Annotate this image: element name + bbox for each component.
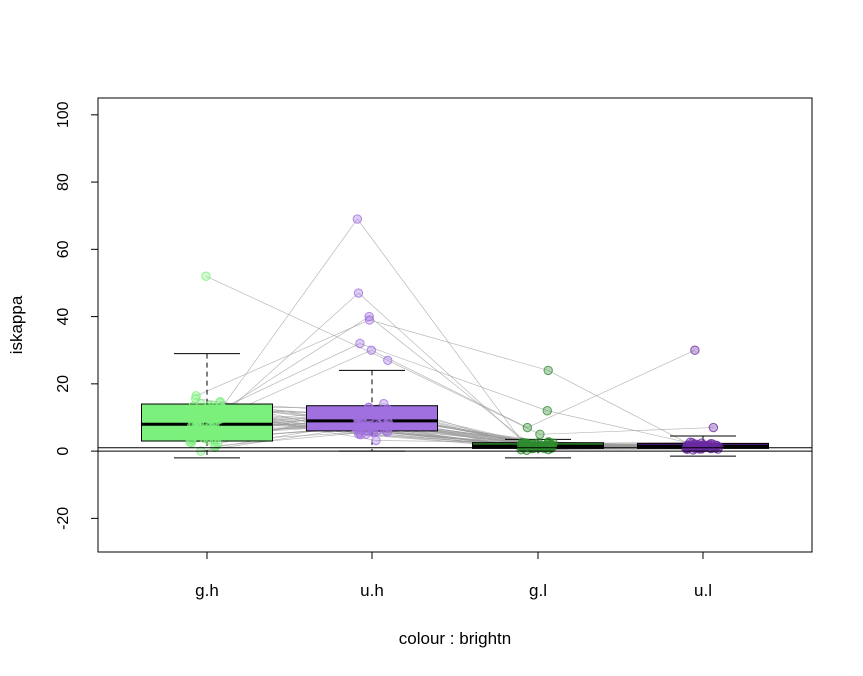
- y-tick-label: 40: [55, 308, 72, 326]
- data-point: [543, 365, 553, 376]
- data-point: [188, 420, 198, 431]
- data-point: [186, 438, 197, 448]
- data-point: [708, 422, 719, 433]
- data-point: [372, 410, 382, 420]
- data-point: [522, 422, 533, 433]
- x-tick-label: g.h: [195, 581, 219, 600]
- data-point: [382, 421, 392, 432]
- x-tick-label: u.h: [360, 581, 384, 600]
- x-tick-label: u.l: [694, 581, 712, 600]
- data-point: [366, 345, 377, 355]
- connect-line: [387, 359, 541, 435]
- data-point: [215, 397, 225, 408]
- data-point: [548, 438, 558, 448]
- data-point: [695, 444, 705, 454]
- data-point: [690, 345, 700, 355]
- data-point: [209, 428, 220, 438]
- data-point: [198, 407, 208, 417]
- data-point: [201, 271, 211, 281]
- data-point: [681, 443, 691, 454]
- data-point: [371, 435, 381, 446]
- data-point: [213, 439, 223, 449]
- connect-line: [371, 349, 528, 428]
- connect-line: [206, 218, 358, 430]
- data-point: [199, 433, 209, 443]
- connect-line: [358, 292, 527, 445]
- data-point: [352, 214, 363, 224]
- data-point: [353, 288, 364, 298]
- data-point: [364, 413, 374, 423]
- connect-line: [539, 427, 714, 435]
- connect-line: [548, 370, 693, 447]
- connect-line: [357, 218, 523, 443]
- data-point: [367, 422, 378, 433]
- data-point: [364, 311, 374, 322]
- x-axis-title: colour : brightn: [399, 629, 511, 648]
- y-tick-label: -20: [55, 507, 72, 530]
- y-tick-label: 20: [55, 375, 72, 393]
- plot-frame: [97, 97, 813, 553]
- y-axis-title: iskappa: [7, 295, 26, 354]
- connect-line: [527, 349, 696, 428]
- data-point: [383, 355, 393, 366]
- data-point: [535, 429, 545, 439]
- y-tick-label: 60: [55, 240, 72, 258]
- y-axis: -20 0 20 40 60 80 100: [55, 101, 99, 530]
- connect-line: [369, 319, 549, 371]
- data-point: [383, 418, 393, 428]
- data-point: [542, 406, 552, 416]
- connect-line: [205, 275, 388, 361]
- connect-line: [196, 319, 370, 397]
- data-point: [382, 404, 393, 414]
- data-point: [208, 418, 218, 428]
- y-tick-label: 0: [55, 447, 72, 456]
- data-point: [214, 408, 224, 418]
- data-point: [355, 338, 365, 349]
- data-point: [192, 421, 202, 432]
- reference-lines-layer: [98, 447, 812, 452]
- connect-line: [359, 343, 548, 412]
- connect-line: [547, 410, 710, 448]
- data-point: [363, 402, 374, 413]
- data-point: [355, 414, 366, 424]
- data-point: [366, 408, 377, 418]
- y-tick-label: 80: [55, 173, 72, 191]
- data-point: [361, 429, 371, 439]
- connect-line: [215, 430, 377, 447]
- x-axis: g.h u.h g.l u.l: [195, 551, 712, 600]
- data-point: [516, 445, 526, 455]
- x-tick-label: g.l: [529, 581, 547, 600]
- data-point: [364, 315, 375, 325]
- y-tick-label: 100: [55, 101, 72, 128]
